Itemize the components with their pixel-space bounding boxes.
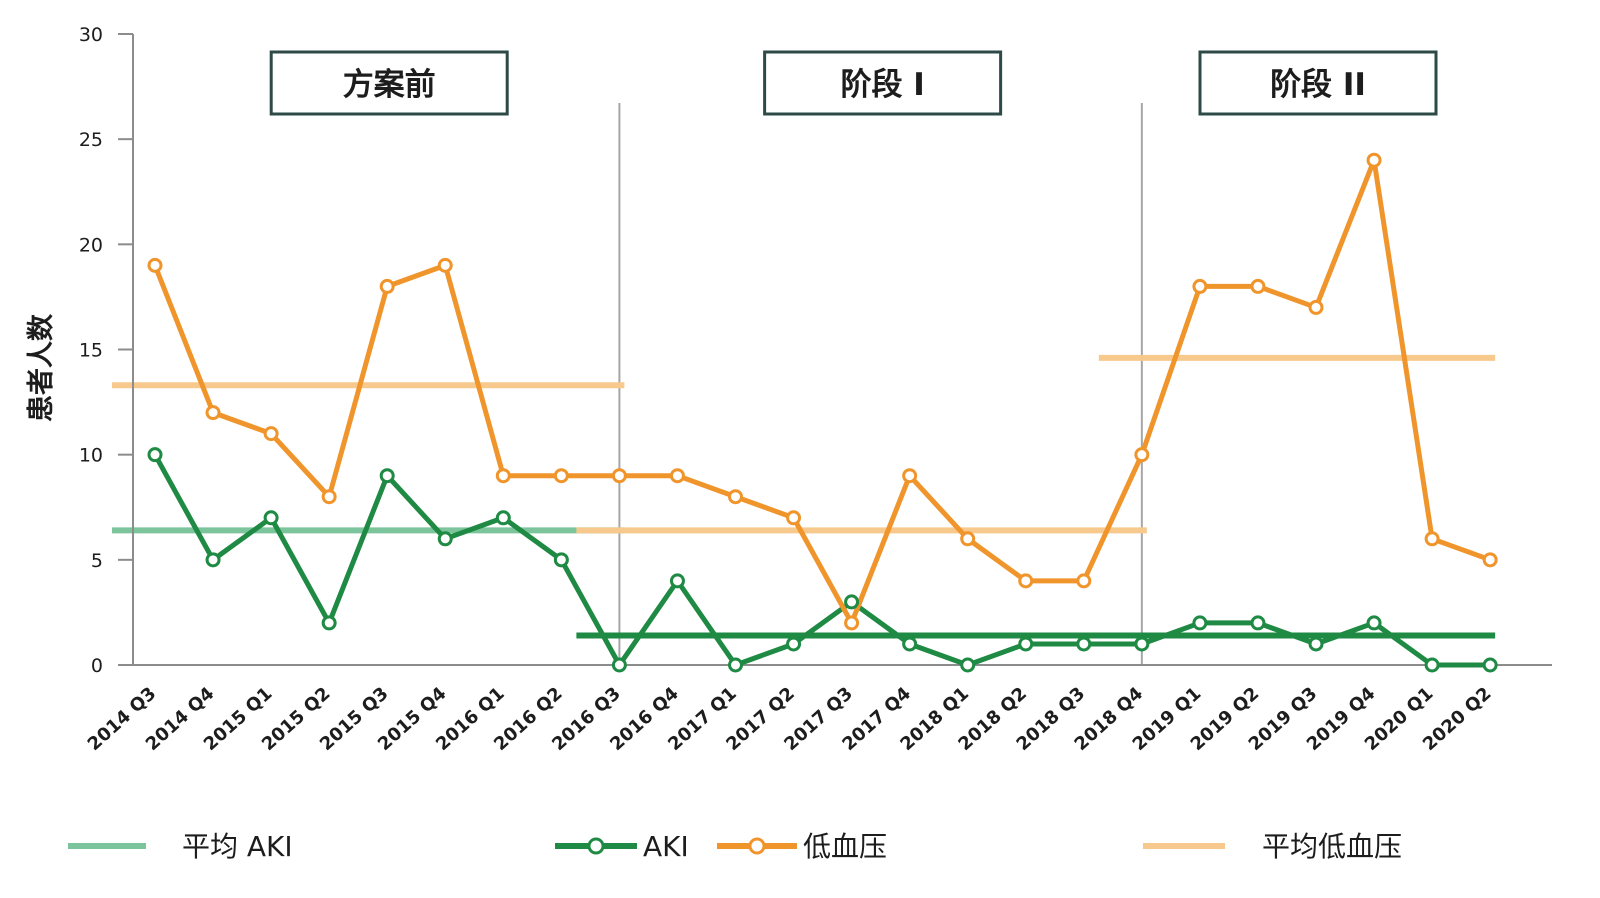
data-point	[263, 426, 279, 442]
data-point	[263, 510, 279, 526]
data-point	[1424, 657, 1440, 673]
series-line	[152, 157, 1492, 626]
y-tick-label: 5	[91, 550, 103, 572]
phase-box	[269, 50, 509, 116]
data-point	[1018, 636, 1034, 652]
data-point	[553, 552, 569, 568]
data-point	[844, 615, 860, 631]
data-point	[844, 594, 860, 610]
data-point	[553, 468, 569, 484]
phase-label: 阶段 I	[840, 67, 924, 103]
data-point	[1134, 447, 1150, 463]
y-tick-label: 15	[79, 340, 103, 362]
data-point	[1482, 657, 1498, 673]
data-point	[728, 657, 743, 673]
data-point	[495, 468, 511, 484]
legend-label: 低血压	[803, 830, 887, 863]
data-point	[669, 468, 685, 484]
data-point	[205, 405, 221, 421]
data-point	[1308, 636, 1324, 652]
data-point	[1250, 278, 1266, 294]
phase-box	[763, 50, 1003, 116]
y-ticks: 0 5 10 15 20 25 30	[79, 24, 133, 677]
series-line	[152, 453, 1491, 668]
legend-label: 平均 AKI	[182, 830, 293, 863]
legend-swatch-marker	[587, 837, 605, 855]
data-point	[902, 636, 918, 652]
data-point	[379, 468, 395, 484]
data-point	[379, 278, 395, 294]
data-point	[437, 257, 453, 273]
legend-swatch-marker	[748, 837, 766, 855]
legend: 平均 AKI AKI 低血压 平均低血压	[68, 830, 1402, 863]
data-point	[611, 657, 627, 673]
y-tick-label: 20	[79, 234, 103, 256]
data-point	[669, 573, 685, 589]
data-point	[1076, 573, 1092, 589]
series-lines	[152, 157, 1492, 668]
data-point	[437, 531, 453, 547]
data-point	[1018, 573, 1034, 589]
y-axis-label: 患者人数	[26, 313, 57, 422]
data-point	[1250, 615, 1266, 631]
phase-labels: 方案前 阶段 I 阶段 II	[269, 50, 1438, 116]
data-point	[1192, 278, 1208, 294]
data-point	[1076, 636, 1092, 652]
data-point	[960, 531, 976, 547]
data-point	[960, 657, 976, 673]
axes	[122, 34, 1552, 666]
data-point	[1482, 552, 1498, 568]
data-point	[1366, 615, 1382, 631]
data-point	[728, 489, 743, 505]
legend-label: AKI	[643, 830, 689, 863]
data-point	[205, 552, 221, 568]
y-tick-label: 0	[91, 655, 103, 677]
data-point	[1308, 299, 1324, 315]
phase-label: 方案前	[343, 67, 436, 103]
data-point	[1134, 636, 1150, 652]
y-tick-label: 10	[79, 445, 103, 467]
data-point	[786, 510, 802, 526]
data-point	[1192, 615, 1208, 631]
data-point	[495, 510, 511, 526]
data-point	[786, 636, 802, 652]
data-point	[321, 489, 337, 505]
data-point	[321, 615, 337, 631]
series-points	[147, 152, 1498, 673]
data-point	[147, 447, 163, 463]
data-point	[1424, 531, 1440, 547]
data-point	[902, 468, 918, 484]
legend-label: 平均低血压	[1262, 830, 1402, 863]
data-point	[611, 468, 627, 484]
data-point	[147, 257, 163, 273]
phase-box	[1198, 50, 1438, 116]
data-point	[1366, 152, 1382, 168]
phase-label: 阶段 II	[1270, 67, 1366, 103]
y-tick-label: 25	[79, 129, 103, 151]
y-tick-label: 30	[79, 24, 103, 46]
average-lines	[112, 354, 1496, 639]
